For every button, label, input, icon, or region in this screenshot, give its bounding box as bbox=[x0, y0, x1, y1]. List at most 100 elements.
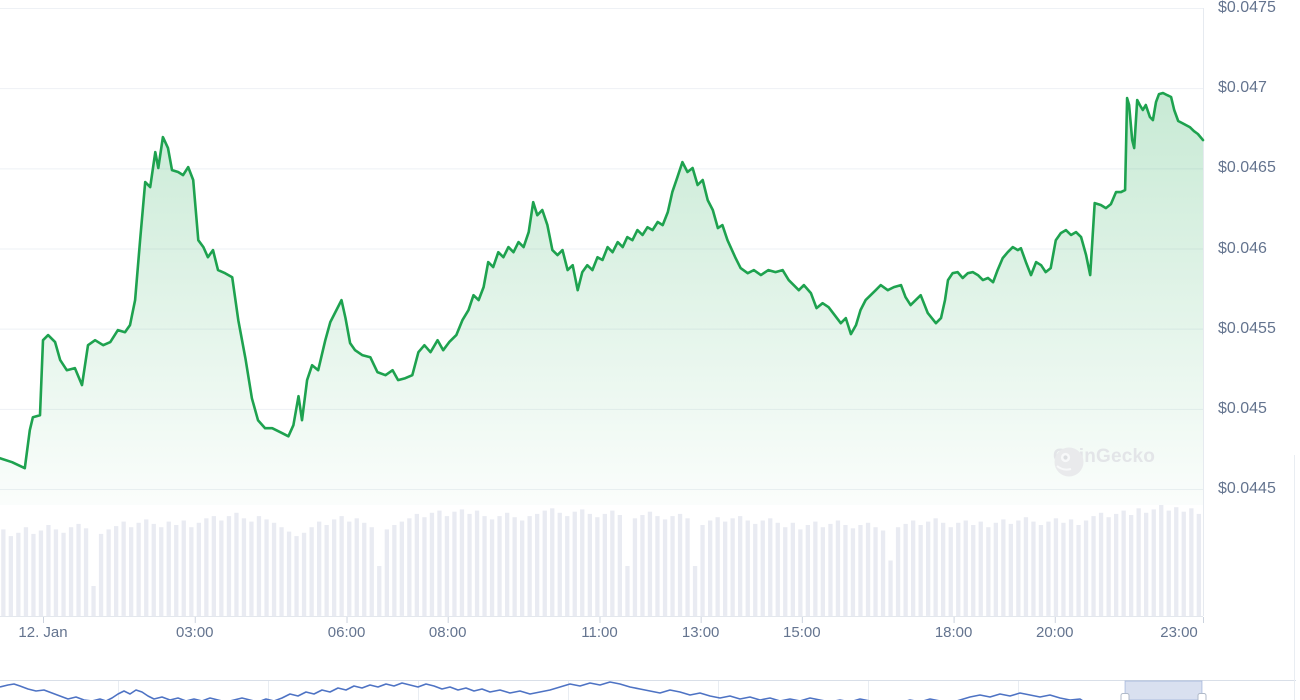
volume-bar bbox=[1181, 511, 1186, 616]
volume-bar bbox=[895, 527, 901, 616]
y-axis-label: $0.0475 bbox=[1218, 0, 1276, 16]
volume-bar bbox=[1016, 520, 1021, 616]
volume-bar bbox=[23, 527, 29, 616]
volume-bar bbox=[256, 516, 262, 616]
volume-bar bbox=[98, 533, 104, 616]
volume-bar bbox=[587, 513, 592, 616]
volume-bar bbox=[211, 516, 216, 616]
volume-bar bbox=[31, 533, 36, 616]
volume-bar bbox=[1189, 508, 1194, 616]
volume-bar bbox=[249, 521, 254, 616]
y-axis-label: $0.0455 bbox=[1218, 319, 1276, 337]
volume-bar bbox=[241, 518, 247, 616]
volume-bar bbox=[354, 518, 359, 616]
volume-bar bbox=[121, 521, 126, 616]
volume-bar bbox=[926, 521, 931, 616]
volume-bar bbox=[520, 520, 525, 616]
volume-bar bbox=[843, 525, 848, 616]
navigator-handle-right[interactable] bbox=[1197, 693, 1207, 700]
x-axis-label: 12. Jan bbox=[18, 624, 68, 641]
volume-bar bbox=[1174, 507, 1179, 616]
volume-bar bbox=[1098, 512, 1104, 616]
volume-bar bbox=[835, 520, 841, 616]
volume-bar bbox=[114, 526, 119, 616]
x-axis-label: 06:00 bbox=[327, 624, 366, 641]
volume-bar bbox=[459, 509, 465, 616]
volume-bar bbox=[1151, 509, 1156, 616]
volume-bar bbox=[474, 510, 480, 616]
volume-bar bbox=[760, 520, 765, 616]
volume-bar bbox=[347, 521, 352, 616]
volume-bar bbox=[384, 529, 389, 616]
volume-bar bbox=[993, 522, 998, 616]
volume-bar bbox=[219, 520, 224, 616]
volume-bar bbox=[873, 527, 878, 616]
x-axis-label: 23:00 bbox=[1160, 624, 1198, 641]
navigator-handle-left[interactable] bbox=[1120, 693, 1130, 700]
volume-bar bbox=[828, 523, 833, 616]
volume-bar bbox=[407, 518, 412, 616]
volume-bar bbox=[166, 521, 171, 616]
x-axis-label: 18:00 bbox=[934, 624, 973, 641]
volume-bar bbox=[1144, 512, 1149, 616]
volume-bar bbox=[572, 511, 577, 616]
volume-bar bbox=[730, 518, 735, 616]
volume-bar bbox=[444, 516, 450, 616]
y-axis-label: $0.046 bbox=[1218, 239, 1267, 257]
volume-bar bbox=[723, 521, 728, 616]
volume-bar bbox=[339, 516, 344, 616]
volume-bar bbox=[159, 527, 164, 616]
volume-bar bbox=[505, 512, 510, 616]
volume-bar bbox=[271, 522, 277, 616]
volume-bar bbox=[279, 527, 284, 616]
volume-bar bbox=[1076, 525, 1081, 616]
volume-bar bbox=[865, 522, 871, 616]
volume-bar bbox=[880, 530, 886, 616]
volume-bar bbox=[738, 516, 743, 616]
volume-bar bbox=[174, 525, 179, 616]
volume-bar bbox=[542, 510, 547, 616]
volume-bar bbox=[798, 529, 803, 616]
volume-bar bbox=[512, 517, 517, 616]
volume-bar bbox=[301, 532, 307, 617]
volume-bar bbox=[1023, 517, 1029, 616]
volume-bar bbox=[535, 513, 540, 616]
volume-bar bbox=[1038, 525, 1044, 616]
volume-bar bbox=[181, 520, 186, 616]
price-line-series[interactable] bbox=[0, 91, 1205, 470]
volume-bar bbox=[655, 516, 660, 616]
volume-bar bbox=[903, 523, 908, 616]
volume-bar bbox=[129, 527, 134, 616]
volume-bar bbox=[196, 522, 201, 616]
volume-bar bbox=[422, 517, 427, 616]
volume-bar bbox=[617, 515, 622, 616]
volume-bar bbox=[489, 519, 495, 616]
volume-bar bbox=[888, 560, 893, 616]
volume-bar bbox=[46, 525, 51, 616]
volume-bar bbox=[565, 516, 570, 616]
x-axis-label: 13:00 bbox=[681, 624, 720, 641]
volume-bar bbox=[1106, 517, 1111, 616]
volume-bar bbox=[38, 530, 44, 616]
volume-bar bbox=[1121, 510, 1126, 616]
volume-bar bbox=[68, 527, 74, 616]
volume-bar bbox=[317, 521, 322, 616]
volume-bar bbox=[625, 566, 630, 616]
volume-bar bbox=[144, 519, 149, 616]
volume-bar bbox=[550, 508, 555, 616]
volume-bar bbox=[226, 516, 232, 616]
volume-bar bbox=[978, 521, 983, 616]
volume-bar bbox=[392, 525, 397, 616]
volume-bar bbox=[685, 518, 690, 616]
volume-bar bbox=[1031, 521, 1036, 616]
navigator-selected-range[interactable] bbox=[1124, 680, 1203, 700]
volume-bar bbox=[768, 518, 773, 616]
volume-bar bbox=[677, 513, 683, 616]
volume-bar bbox=[362, 522, 367, 616]
y-axis-label: $0.045 bbox=[1218, 399, 1267, 417]
volume-bar bbox=[204, 518, 209, 616]
volume-bar bbox=[1136, 508, 1141, 616]
volume-bar bbox=[745, 520, 750, 616]
volume-bar bbox=[437, 510, 442, 616]
